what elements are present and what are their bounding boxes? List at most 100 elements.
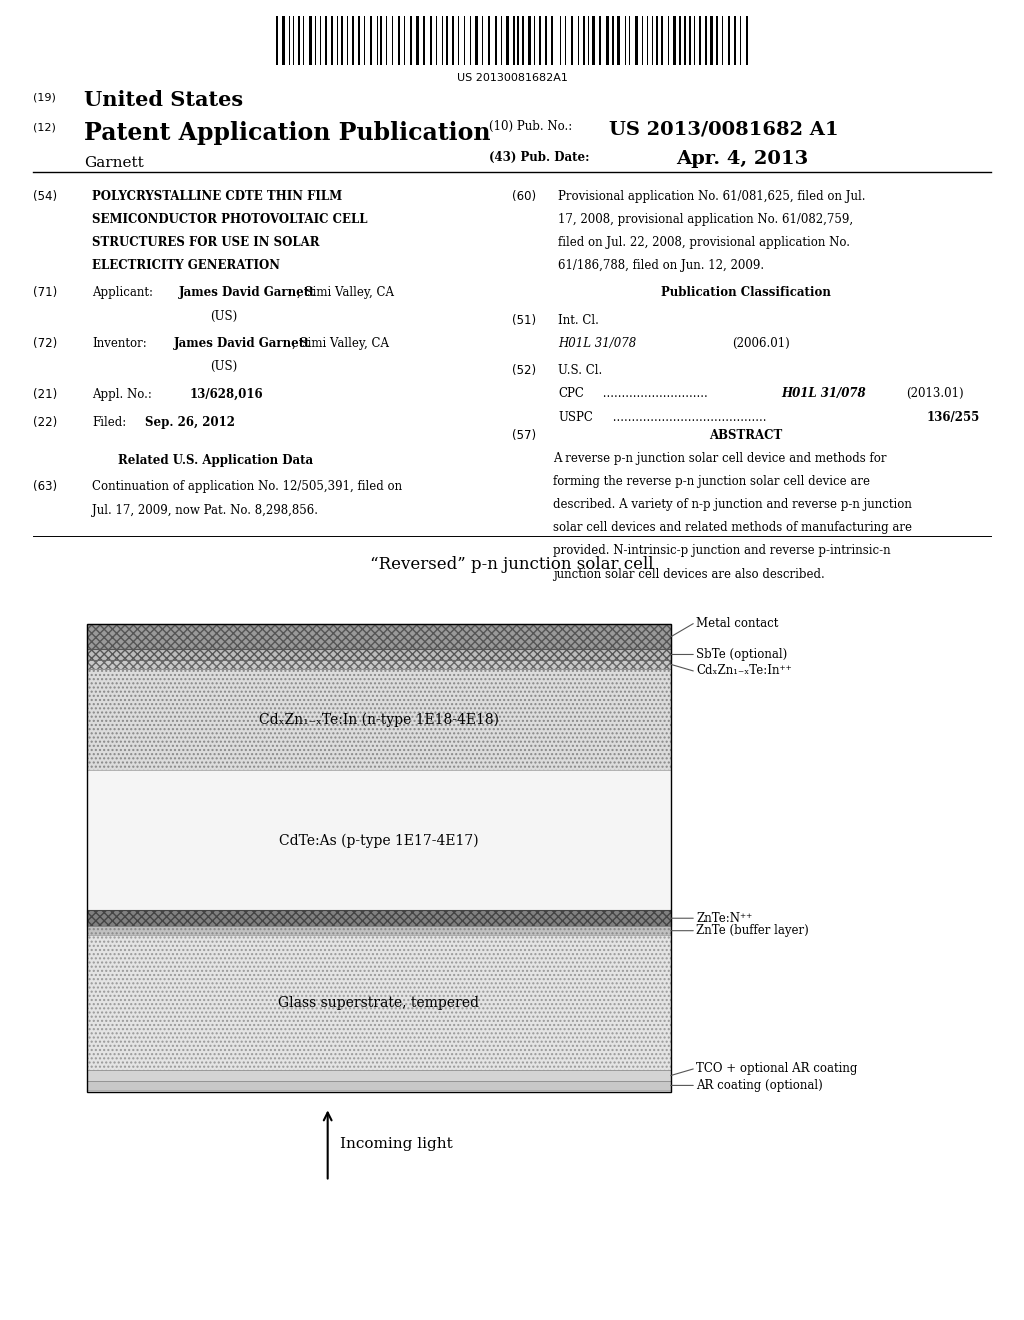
Bar bbox=[87, 624, 671, 1092]
Text: provided. N-intrinsic-p junction and reverse p-intrinsic-n: provided. N-intrinsic-p junction and rev… bbox=[553, 544, 891, 557]
Bar bbox=[370, 16, 372, 65]
Bar bbox=[325, 16, 327, 65]
Bar bbox=[87, 911, 671, 927]
Bar bbox=[87, 669, 671, 771]
Bar bbox=[617, 16, 620, 65]
Bar bbox=[699, 16, 701, 65]
Text: ELECTRICITY GENERATION: ELECTRICITY GENERATION bbox=[92, 260, 281, 272]
Bar bbox=[545, 16, 547, 65]
Bar bbox=[578, 16, 580, 65]
Text: (51): (51) bbox=[512, 314, 537, 327]
Bar bbox=[734, 16, 736, 65]
Text: SbTe (optional): SbTe (optional) bbox=[696, 648, 787, 661]
Bar bbox=[652, 16, 653, 65]
Text: 13/628,016: 13/628,016 bbox=[189, 388, 263, 401]
Bar bbox=[283, 16, 285, 65]
Bar bbox=[377, 16, 378, 65]
Text: Jul. 17, 2009, now Pat. No. 8,298,856.: Jul. 17, 2009, now Pat. No. 8,298,856. bbox=[92, 503, 318, 516]
Bar bbox=[386, 16, 387, 65]
Text: United States: United States bbox=[84, 90, 243, 110]
Text: Glass superstrate, tempered: Glass superstrate, tempered bbox=[279, 995, 479, 1010]
Bar bbox=[87, 624, 671, 649]
Text: described. A variety of n-p junction and reverse p-n junction: described. A variety of n-p junction and… bbox=[553, 498, 911, 511]
Text: (2006.01): (2006.01) bbox=[732, 337, 790, 350]
Text: Related U.S. Application Data: Related U.S. Application Data bbox=[118, 454, 313, 467]
Text: US 2013/0081682 A1: US 2013/0081682 A1 bbox=[609, 120, 839, 139]
Bar bbox=[668, 16, 669, 65]
Text: A reverse p-n junction solar cell device and methods for: A reverse p-n junction solar cell device… bbox=[553, 451, 887, 465]
Bar bbox=[416, 16, 419, 65]
Bar bbox=[630, 16, 631, 65]
Text: (54): (54) bbox=[33, 190, 57, 203]
Text: SEMICONDUCTOR PHOTOVOLTAIC CELL: SEMICONDUCTOR PHOTOVOLTAIC CELL bbox=[92, 214, 368, 226]
Text: H01L 31/078: H01L 31/078 bbox=[781, 388, 866, 400]
Bar bbox=[430, 16, 432, 65]
Text: CdTe:As (p-type 1E17-4E17): CdTe:As (p-type 1E17-4E17) bbox=[280, 833, 478, 847]
Bar bbox=[403, 16, 406, 65]
Text: James David Garnett: James David Garnett bbox=[174, 337, 310, 350]
Text: forming the reverse p-n junction solar cell device are: forming the reverse p-n junction solar c… bbox=[553, 475, 870, 488]
Text: (60): (60) bbox=[512, 190, 537, 203]
Bar bbox=[319, 16, 321, 65]
Text: POLYCRYSTALLINE CDTE THIN FILM: POLYCRYSTALLINE CDTE THIN FILM bbox=[92, 190, 342, 203]
Text: USPC: USPC bbox=[558, 411, 593, 424]
Bar bbox=[423, 16, 425, 65]
Bar bbox=[551, 16, 553, 65]
Text: “Reversed” p-n junction solar cell: “Reversed” p-n junction solar cell bbox=[371, 556, 653, 573]
Text: Publication Classification: Publication Classification bbox=[660, 286, 830, 300]
Bar bbox=[507, 16, 509, 65]
Text: Patent Application Publication: Patent Application Publication bbox=[84, 121, 490, 145]
Text: (21): (21) bbox=[33, 388, 57, 401]
Bar bbox=[380, 16, 382, 65]
Bar bbox=[588, 16, 589, 65]
Text: (52): (52) bbox=[512, 364, 537, 378]
Text: 61/186,788, filed on Jun. 12, 2009.: 61/186,788, filed on Jun. 12, 2009. bbox=[558, 260, 764, 272]
Text: filed on Jul. 22, 2008, provisional application No.: filed on Jul. 22, 2008, provisional appl… bbox=[558, 236, 850, 249]
Text: 17, 2008, provisional application No. 61/082,759,: 17, 2008, provisional application No. 61… bbox=[558, 214, 853, 226]
Text: (10) Pub. No.:: (10) Pub. No.: bbox=[489, 120, 572, 133]
Text: Apr. 4, 2013: Apr. 4, 2013 bbox=[676, 150, 808, 169]
Text: (72): (72) bbox=[33, 337, 57, 350]
Bar bbox=[746, 16, 748, 65]
Bar bbox=[87, 1090, 671, 1092]
Bar bbox=[87, 1071, 671, 1081]
Text: Int. Cl.: Int. Cl. bbox=[558, 314, 599, 327]
Bar bbox=[689, 16, 691, 65]
Bar bbox=[352, 16, 354, 65]
Bar bbox=[315, 16, 316, 65]
Text: ............................: ............................ bbox=[599, 388, 708, 400]
Bar bbox=[592, 16, 595, 65]
Bar bbox=[570, 16, 573, 65]
Text: Sep. 26, 2012: Sep. 26, 2012 bbox=[145, 416, 236, 429]
Text: CdₓZn₁₋ₓTe:In (n-type 1E18-4E18): CdₓZn₁₋ₓTe:In (n-type 1E18-4E18) bbox=[259, 713, 499, 727]
Text: TCO + optional AR coating: TCO + optional AR coating bbox=[696, 1063, 858, 1076]
Bar bbox=[728, 16, 730, 65]
Bar bbox=[87, 660, 671, 669]
Bar bbox=[446, 16, 447, 65]
Bar bbox=[341, 16, 343, 65]
Text: James David Garnett: James David Garnett bbox=[179, 286, 315, 300]
Bar bbox=[722, 16, 723, 65]
Text: AR coating (optional): AR coating (optional) bbox=[696, 1078, 823, 1092]
Bar bbox=[87, 771, 671, 911]
Text: .........................................: ........................................… bbox=[609, 411, 767, 424]
Bar bbox=[298, 16, 300, 65]
Text: Garnett: Garnett bbox=[84, 156, 143, 170]
Text: (2013.01): (2013.01) bbox=[906, 388, 964, 400]
Text: US 20130081682A1: US 20130081682A1 bbox=[457, 73, 567, 83]
Text: ZnTe (buffer layer): ZnTe (buffer layer) bbox=[696, 924, 809, 937]
Bar bbox=[684, 16, 686, 65]
Bar bbox=[611, 16, 614, 65]
Bar bbox=[584, 16, 585, 65]
Bar bbox=[674, 16, 676, 65]
Text: junction solar cell devices are also described.: junction solar cell devices are also des… bbox=[553, 568, 824, 581]
Text: solar cell devices and related methods of manufacturing are: solar cell devices and related methods o… bbox=[553, 521, 912, 535]
Bar bbox=[309, 16, 311, 65]
Bar bbox=[276, 16, 278, 65]
Bar bbox=[522, 16, 524, 65]
Text: 136/255: 136/255 bbox=[927, 411, 980, 424]
Bar bbox=[706, 16, 707, 65]
Text: CdₓZn₁₋ₓTe:In⁺⁺: CdₓZn₁₋ₓTe:In⁺⁺ bbox=[696, 664, 793, 677]
Bar bbox=[599, 16, 601, 65]
Text: CPC: CPC bbox=[558, 388, 584, 400]
